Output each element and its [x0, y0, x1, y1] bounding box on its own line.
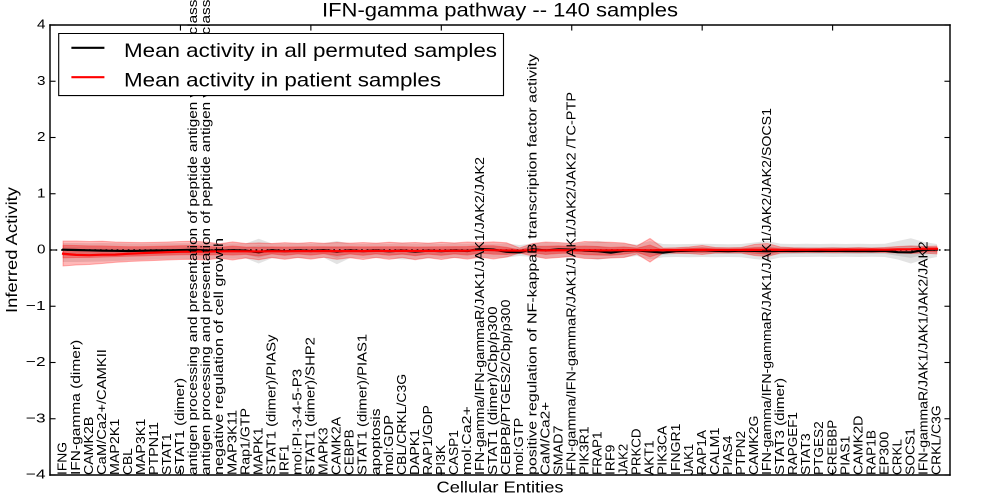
- svg-text:STAT3 (dimer): STAT3 (dimer): [772, 378, 787, 475]
- svg-text:CEBPB/PTGES2/Cbp/p300: CEBPB/PTGES2/Cbp/p300: [498, 299, 513, 475]
- svg-text:RAP1A: RAP1A: [694, 430, 709, 475]
- svg-text:CEBPB: CEBPB: [342, 429, 357, 475]
- svg-text:MAP3K11: MAP3K11: [224, 410, 239, 475]
- svg-text:mol:GTP: mol:GTP: [511, 418, 526, 475]
- svg-text:CaM/Ca2+/CAMKII: CaM/Ca2+/CAMKII: [94, 349, 109, 475]
- svg-text:PIAS1: PIAS1: [837, 436, 852, 475]
- svg-text:PTGES2: PTGES2: [811, 421, 826, 475]
- svg-text:antigen processing and present: antigen processing and presentation of p…: [185, 0, 200, 475]
- svg-text:RAPGEF1: RAPGEF1: [785, 412, 800, 475]
- svg-text:STAT1 (dimer)/PIAS1: STAT1 (dimer)/PIAS1: [355, 334, 370, 475]
- svg-text:−4: −4: [26, 467, 46, 482]
- svg-text:IFN-gamma/IFN-gammaR/JAK1/JAK1: IFN-gamma/IFN-gammaR/JAK1/JAK1/JAK2/JAK2…: [759, 108, 774, 475]
- svg-text:apoptosis: apoptosis: [368, 408, 383, 475]
- svg-text:IFN-gamma (dimer): IFN-gamma (dimer): [68, 340, 83, 475]
- svg-text:Rap1/GTP: Rap1/GTP: [237, 408, 252, 475]
- svg-text:RAP1B: RAP1B: [863, 430, 878, 475]
- svg-text:CAMK2G: CAMK2G: [746, 415, 761, 475]
- svg-text:STAT3: STAT3: [798, 433, 813, 475]
- svg-text:1: 1: [37, 185, 45, 200]
- svg-text:CAMK2B: CAMK2B: [81, 417, 96, 475]
- svg-text:CBL: CBL: [120, 448, 135, 475]
- svg-text:JAK2: JAK2: [616, 444, 631, 475]
- svg-text:SMAD7: SMAD7: [550, 425, 565, 475]
- svg-text:STAT1 (dimer): STAT1 (dimer): [172, 378, 187, 475]
- svg-text:CBL/CRKL/C3G: CBL/CRKL/C3G: [394, 374, 409, 475]
- svg-text:AKT1: AKT1: [642, 440, 657, 475]
- svg-text:IFNGR1: IFNGR1: [668, 424, 683, 475]
- svg-text:CRKL: CRKL: [890, 439, 905, 475]
- svg-text:3: 3: [37, 73, 45, 88]
- svg-text:PIK3CA: PIK3CA: [655, 426, 670, 475]
- svg-text:IRF1: IRF1: [276, 445, 291, 475]
- svg-text:Inferred Activity: Inferred Activity: [4, 187, 21, 313]
- svg-text:STAT1: STAT1: [159, 433, 174, 475]
- svg-text:CAMK2D: CAMK2D: [850, 416, 865, 475]
- svg-text:mol:GDP: mol:GDP: [381, 415, 396, 475]
- svg-text:IFN-gammaR/JAK1/JAK1/JAK2/JAK2: IFN-gammaR/JAK1/JAK1/JAK2/JAK2: [916, 241, 931, 475]
- svg-text:SOCS1: SOCS1: [903, 428, 918, 475]
- svg-text:PRKCD: PRKCD: [629, 429, 644, 475]
- svg-text:mol:Ca2+: mol:Ca2+: [459, 406, 474, 475]
- svg-text:mol:PI-3-4-5-P3: mol:PI-3-4-5-P3: [290, 369, 305, 475]
- svg-text:CALM1: CALM1: [707, 428, 722, 475]
- svg-text:CAMK2A: CAMK2A: [329, 417, 344, 475]
- svg-text:−3: −3: [26, 410, 46, 425]
- svg-text:IRF9: IRF9: [603, 445, 618, 475]
- svg-text:MAPK3: MAPK3: [316, 428, 331, 476]
- svg-text:PIAS4: PIAS4: [720, 435, 735, 475]
- svg-text:antigen processing and present: antigen processing and presentation of p…: [198, 0, 213, 475]
- svg-text:STAT1 (dimer)/SHP2: STAT1 (dimer)/SHP2: [303, 337, 318, 475]
- svg-text:−1: −1: [26, 298, 46, 313]
- svg-text:PTPN2: PTPN2: [733, 431, 748, 475]
- svg-text:CASP1: CASP1: [446, 430, 461, 475]
- svg-text:PTPN11: PTPN11: [146, 422, 161, 475]
- svg-text:RAP1/GDP: RAP1/GDP: [420, 405, 435, 475]
- svg-text:Mean activity in patient sampl: Mean activity in patient samples: [124, 70, 441, 91]
- svg-text:0: 0: [37, 242, 45, 257]
- svg-text:FRAP1: FRAP1: [590, 431, 605, 475]
- svg-text:CRKL/C3G: CRKL/C3G: [929, 405, 944, 475]
- svg-text:MAP3K1: MAP3K1: [133, 419, 148, 475]
- svg-text:Mean activity in all permuted: Mean activity in all permuted samples: [124, 41, 497, 62]
- svg-text:PIK3R1: PIK3R1: [576, 426, 591, 475]
- svg-text:STAT1 (dimer)/Cbp/p300: STAT1 (dimer)/Cbp/p300: [485, 306, 500, 475]
- svg-text:Cellular Entities: Cellular Entities: [436, 480, 563, 497]
- svg-text:IFNG: IFNG: [55, 442, 70, 475]
- svg-text:MAP2K1: MAP2K1: [107, 419, 122, 475]
- svg-text:CaM/Ca2+: CaM/Ca2+: [537, 402, 552, 475]
- svg-text:IFN-gamma pathway -- 140 sampl: IFN-gamma pathway -- 140 samples: [322, 0, 678, 21]
- svg-text:JAK1: JAK1: [681, 444, 696, 475]
- svg-text:DAPK1: DAPK1: [407, 429, 422, 475]
- svg-text:2: 2: [37, 129, 45, 144]
- svg-text:PI3K: PI3K: [433, 445, 448, 475]
- svg-text:negative regulation of cell gr: negative regulation of cell growth: [211, 238, 226, 475]
- svg-text:CREBBP: CREBBP: [824, 420, 839, 475]
- svg-text:IFN-gamma/IFN-gammaR/JAK1/JAK1: IFN-gamma/IFN-gammaR/JAK1/JAK1/JAK2/JAK2: [472, 157, 487, 475]
- svg-text:−2: −2: [26, 354, 46, 369]
- svg-text:EP300: EP300: [876, 432, 891, 475]
- svg-text:IFN-gamma/IFN-gammaR/JAK1/JAK1: IFN-gamma/IFN-gammaR/JAK1/JAK1/JAK2/JAK2…: [563, 92, 578, 475]
- svg-text:positive regulation of NF-kapp: positive regulation of NF-kappaB transcr…: [524, 54, 539, 475]
- svg-text:STAT1 (dimer)/PIASy: STAT1 (dimer)/PIASy: [263, 334, 278, 475]
- svg-text:MAPK1: MAPK1: [250, 428, 265, 476]
- svg-text:4: 4: [37, 17, 46, 32]
